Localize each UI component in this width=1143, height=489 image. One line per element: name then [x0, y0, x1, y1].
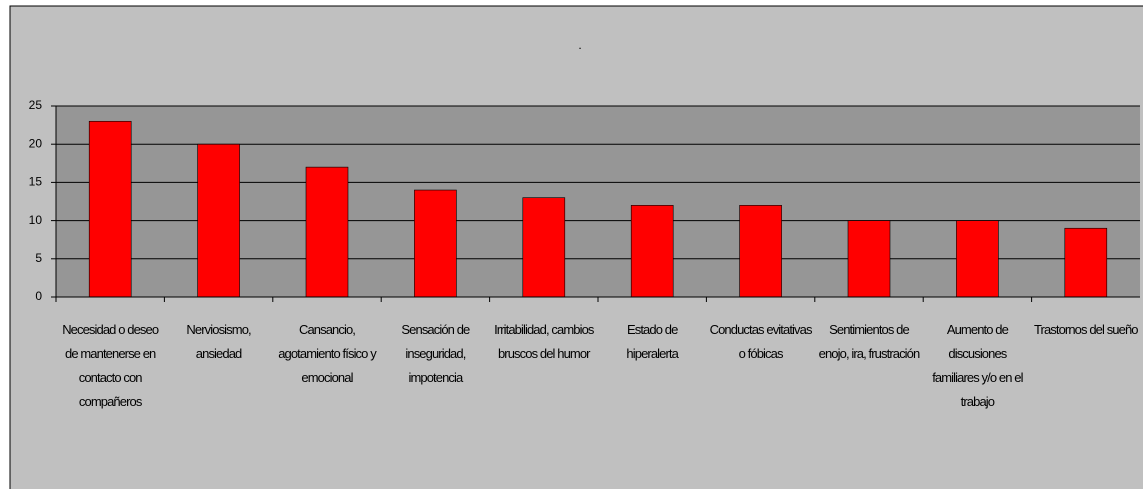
bar — [522, 197, 566, 298]
x-tick-label: Sensación de inseguridad, impotencia — [401, 322, 470, 385]
y-tick-label: 0 — [35, 289, 42, 303]
bar — [88, 120, 132, 298]
chart-title: . — [578, 38, 581, 52]
x-tick-label: Cansancio, agotamiento físico y emociona… — [278, 322, 377, 385]
bar — [305, 166, 349, 298]
x-tick-label: Conductas evitativas o fóbicas — [709, 322, 813, 361]
x-tick-label: Estado de hiperalerta — [626, 322, 678, 361]
bar — [847, 220, 891, 298]
y-tick-label: 20 — [29, 136, 43, 150]
y-tick-label: 10 — [29, 213, 43, 227]
x-tick-label: Nerviosismo, ansiedad — [186, 322, 251, 361]
x-tick-label: Irritabilidad, cambios bruscos del humor — [494, 322, 594, 361]
bar — [739, 205, 782, 298]
x-tick-label: Trastornos del sueño — [1033, 322, 1139, 337]
y-tick-label: 5 — [35, 251, 42, 265]
bar — [1064, 227, 1108, 298]
y-tick-label: 25 — [29, 98, 43, 112]
bar — [630, 205, 674, 298]
bar — [414, 189, 457, 298]
x-tick-label: Sentimientos de enojo, ira, frustración — [818, 322, 921, 361]
x-tick-label: Necesidad o deseo de mantenerse en conta… — [62, 322, 159, 409]
bar — [956, 220, 999, 298]
bar — [197, 143, 240, 298]
x-tick-label: Aumento de discusiones familiares y/o en… — [932, 322, 1023, 409]
y-tick-label: 15 — [29, 175, 43, 189]
